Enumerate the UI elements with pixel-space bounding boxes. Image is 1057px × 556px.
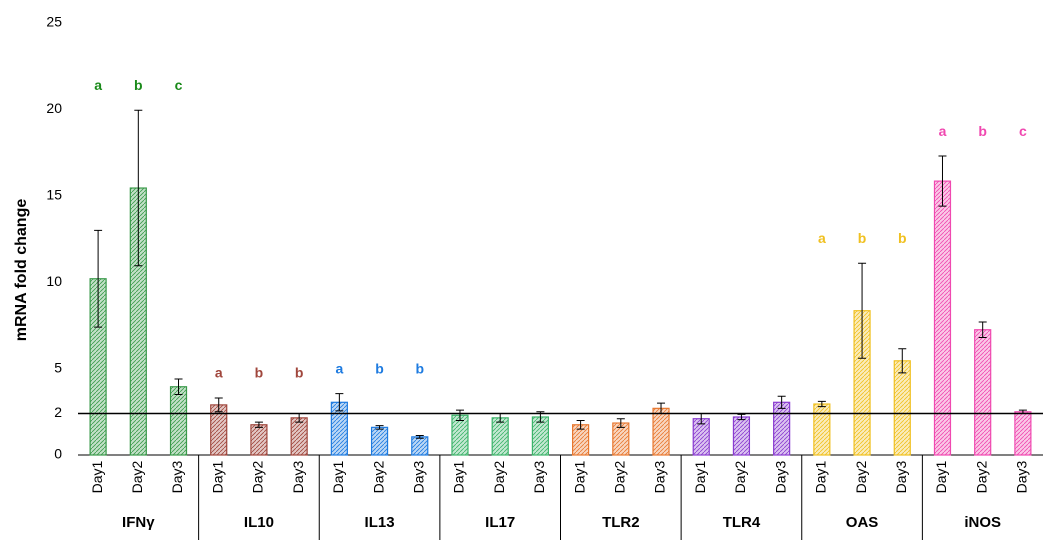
significance-letter: a <box>939 123 947 139</box>
x-tick-label: Day2 <box>370 460 386 493</box>
x-tick-label: Day3 <box>531 460 547 493</box>
bar <box>974 329 992 456</box>
significance-letter: a <box>94 77 102 93</box>
y-tick-label: 0 <box>54 446 62 462</box>
significance-letter: b <box>898 230 907 246</box>
bar <box>210 404 228 456</box>
group-label: iNOS <box>964 514 1001 531</box>
bar <box>893 360 911 456</box>
error-bar <box>817 400 826 408</box>
error-bar <box>375 425 384 430</box>
significance-letter: b <box>858 230 867 246</box>
significance-letter: a <box>335 360 343 376</box>
error-bar <box>254 421 263 428</box>
error-bar <box>616 418 625 428</box>
x-tick-label: Day1 <box>933 460 949 493</box>
significance-letter: c <box>175 77 183 93</box>
x-tick-label: Day3 <box>410 460 426 493</box>
group-label: TLR2 <box>602 514 640 531</box>
y-axis-label: mRNA fold change <box>13 199 30 342</box>
error-bar <box>455 409 464 421</box>
bar <box>732 416 751 456</box>
significance-letter: a <box>215 365 223 381</box>
x-tick-label: Day2 <box>129 460 145 493</box>
bar <box>411 436 429 456</box>
significance-letter: b <box>295 365 304 381</box>
error-bar <box>938 155 947 207</box>
error-bar <box>777 395 786 409</box>
error-bar <box>978 321 987 338</box>
bar <box>1014 411 1032 456</box>
significance-letter: b <box>134 77 143 93</box>
bar <box>290 417 308 456</box>
bar <box>451 414 469 456</box>
x-tick-label: Day1 <box>89 460 105 493</box>
x-tick-label: Day3 <box>290 460 306 493</box>
x-tick-label: Day2 <box>491 460 507 493</box>
group-label: IL10 <box>244 514 274 531</box>
significance-letter: b <box>978 123 987 139</box>
bar <box>652 407 670 456</box>
bar <box>169 386 188 456</box>
x-tick-label: Day3 <box>169 460 185 493</box>
bar <box>491 417 509 456</box>
x-tick-label: Day2 <box>973 460 989 493</box>
bar <box>370 426 389 456</box>
group-label: IL17 <box>485 514 515 531</box>
x-tick-label: Day2 <box>732 460 748 493</box>
significance-letter: b <box>255 365 264 381</box>
y-tick-label: 5 <box>54 359 62 375</box>
error-bar <box>335 393 344 412</box>
bar <box>773 401 791 456</box>
y-tick-label: 10 <box>46 273 62 289</box>
group-label: TLR4 <box>723 514 761 531</box>
y-tick-label: 15 <box>46 187 62 203</box>
x-tick-label: Day1 <box>571 460 587 493</box>
x-tick-label: Day3 <box>893 460 909 493</box>
x-tick-label: Day2 <box>250 460 266 493</box>
error-bar <box>174 378 183 396</box>
error-bar <box>898 348 907 374</box>
error-bar <box>134 109 143 267</box>
error-bar <box>94 229 103 328</box>
bar <box>531 416 549 456</box>
x-tick-label: Day1 <box>209 460 225 493</box>
x-tick-label: Day3 <box>652 460 668 493</box>
x-tick-label: Day1 <box>692 460 708 493</box>
x-tick-label: Day1 <box>813 460 829 493</box>
x-tick-label: Day1 <box>330 460 346 493</box>
group-label: IFNγ <box>122 514 155 531</box>
x-tick-label: Day1 <box>451 460 467 493</box>
significance-letter: a <box>818 230 826 246</box>
x-tick-label: Day2 <box>853 460 869 493</box>
error-bar <box>415 434 424 439</box>
bar <box>250 424 268 456</box>
bar <box>813 403 831 456</box>
error-bar <box>214 397 223 413</box>
group-label: IL13 <box>365 514 395 531</box>
x-tick-label: Day3 <box>1014 460 1030 493</box>
error-bar <box>737 413 746 421</box>
y-tick-label: 2 <box>54 404 62 420</box>
group-label: OAS <box>846 514 879 531</box>
error-bar <box>576 419 585 430</box>
significance-letter: c <box>1019 123 1027 139</box>
y-tick-label: 20 <box>46 100 62 116</box>
x-tick-label: Day3 <box>772 460 788 493</box>
significance-letter: b <box>415 360 424 376</box>
y-tick-label: 25 <box>46 14 62 30</box>
significance-letter: b <box>375 360 384 376</box>
error-bar <box>858 262 867 359</box>
x-tick-label: Day2 <box>612 460 628 493</box>
